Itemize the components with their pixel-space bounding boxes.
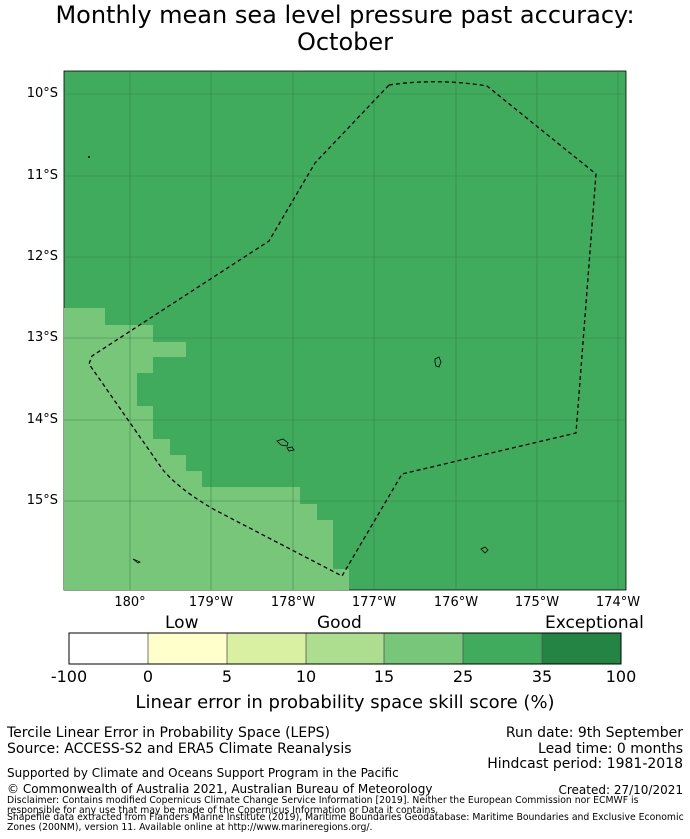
lat-tick: 15°S: [26, 493, 58, 508]
colorbar-tick: 35: [531, 667, 553, 686]
lon-tick: 175°W: [514, 595, 560, 610]
map-grid: [64, 71, 626, 590]
colorbar-segment: [306, 633, 384, 664]
colorbar-tick: 10: [295, 667, 317, 686]
eez-boundary: [88, 81, 597, 577]
colorbar-tick: -100: [50, 667, 88, 686]
colorbar: [68, 632, 622, 665]
source-text: Source: ACCESS-S2 and ERA5 Climate Reana…: [7, 741, 352, 757]
colorbar-segment: [227, 633, 306, 664]
lon-tick: 177°W: [351, 595, 397, 610]
lon-tick: 176°W: [433, 595, 479, 610]
disclaimer-line: Shapefile data extracted from Flanders M…: [7, 812, 684, 823]
island-northwest: [88, 155, 91, 158]
category-label-low: Low: [165, 613, 199, 633]
island-southeast: [480, 546, 489, 554]
lat-tick: 13°S: [26, 330, 58, 345]
lon-tick: 178°W: [270, 595, 316, 610]
island-south-small: [286, 446, 295, 452]
colorbar-tick: 0: [142, 667, 154, 686]
lat-tick: 12°S: [26, 249, 58, 264]
copyright-text: © Commonwealth of Australia 2021, Austra…: [7, 782, 433, 796]
run-date: Run date: 9th September: [505, 725, 683, 741]
islands: [88, 155, 489, 564]
category-label-good: Good: [317, 613, 362, 633]
lat-tick: 10°S: [26, 86, 58, 101]
colorbar-segment: [69, 633, 148, 664]
category-label-exceptional: Exceptional: [545, 613, 644, 633]
lon-tick: 180°: [114, 595, 146, 610]
colorbar-segment: [463, 633, 542, 664]
hindcast-period: Hindcast period: 1981-2018: [487, 756, 683, 772]
island-south: [276, 438, 289, 447]
island-southwest: [132, 558, 141, 564]
subtitle-line: October: [296, 28, 394, 56]
title-line: Monthly mean sea level pressure past acc…: [55, 1, 635, 29]
colorbar-segment: [384, 633, 463, 664]
lat-tick: 11°S: [26, 168, 58, 183]
lead-time: Lead time: 0 months: [538, 741, 683, 757]
colorbar-tick: 25: [452, 667, 474, 686]
colorbar-segment: [542, 633, 621, 664]
lat-tick: 14°S: [26, 412, 58, 427]
created-date: Created: 27/10/2021: [558, 783, 683, 797]
disclaimer-line: Zones (200NM), version 11. Available onl…: [7, 822, 373, 833]
disclaimer-line: responsible for any use that may be made…: [7, 805, 439, 816]
colorbar-tick: 15: [373, 667, 395, 686]
lon-tick: 174°W: [595, 595, 641, 610]
disclaimer-line: Disclaimer: Contains modified Copernicus…: [7, 795, 639, 806]
chart-title: Monthly mean sea level pressure past acc…: [0, 2, 690, 56]
island-east: [434, 356, 442, 368]
method-text: Tercile Linear Error in Probability Spac…: [7, 725, 330, 741]
light-skill-region: [64, 308, 349, 590]
colorbar-segment: [148, 633, 227, 664]
lon-tick: 179°W: [188, 595, 234, 610]
colorbar-label: Linear error in probability space skill …: [135, 692, 555, 713]
support-text: Supported by Climate and Oceans Support …: [7, 766, 399, 780]
colorbar-tick: 100: [605, 667, 637, 686]
colorbar-tick: 5: [221, 667, 233, 686]
